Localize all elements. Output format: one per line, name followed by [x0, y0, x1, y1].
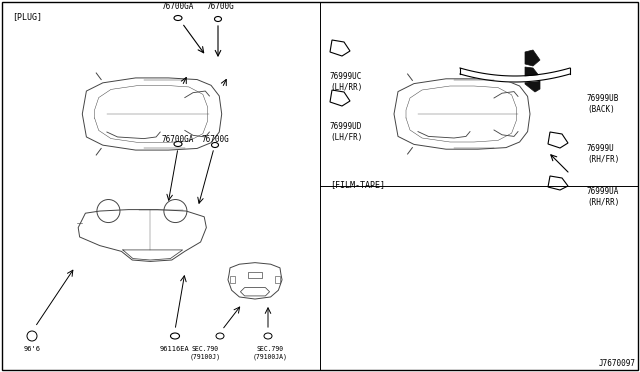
Text: [PLUG]: [PLUG]	[12, 12, 42, 21]
Polygon shape	[525, 67, 540, 92]
Text: 76700GA: 76700GA	[162, 135, 194, 144]
Text: SEC.790
(79100J): SEC.790 (79100J)	[189, 346, 221, 359]
Text: 96116EA: 96116EA	[160, 346, 190, 352]
Text: 76700G: 76700G	[206, 2, 234, 11]
Text: 76999UB
(BACK): 76999UB (BACK)	[587, 94, 620, 114]
Text: 96'6: 96'6	[24, 346, 40, 352]
Bar	[248, 272, 262, 278]
Text: 76999UA
(RH/RR): 76999UA (RH/RR)	[587, 187, 620, 207]
Text: 76700GA: 76700GA	[162, 2, 194, 11]
Text: SEC.790
(79100JA): SEC.790 (79100JA)	[253, 346, 287, 359]
Bar	[230, 276, 236, 283]
Text: [FILM-TAPE]: [FILM-TAPE]	[330, 180, 385, 189]
Text: J7670097: J7670097	[599, 359, 636, 368]
Text: 76999U
(RH/FR): 76999U (RH/FR)	[587, 144, 620, 164]
Polygon shape	[525, 50, 540, 66]
Text: 76700G: 76700G	[201, 135, 229, 144]
Bar	[275, 276, 280, 283]
Text: 76999UC
(LH/RR): 76999UC (LH/RR)	[330, 72, 362, 92]
Text: 76999UD
(LH/FR): 76999UD (LH/FR)	[330, 122, 362, 142]
